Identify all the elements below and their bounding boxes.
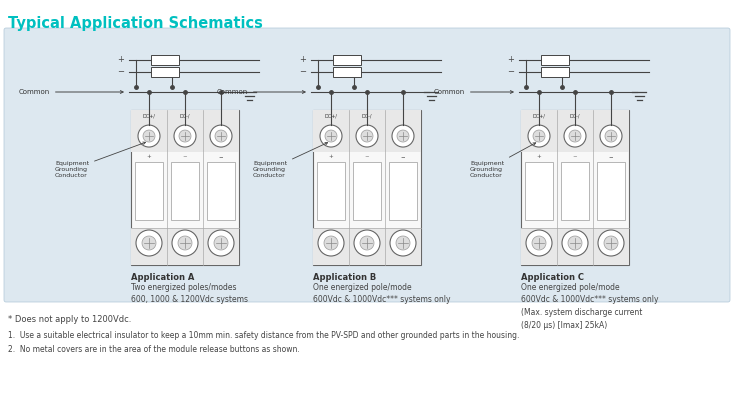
Text: Equipment
Grounding
Conductor: Equipment Grounding Conductor: [253, 143, 327, 178]
Circle shape: [397, 130, 409, 142]
Bar: [521, 110, 629, 152]
Text: Application A: Application A: [131, 273, 195, 282]
Bar: [597, 162, 625, 220]
Bar: [313, 110, 421, 152]
Text: DC+/: DC+/: [142, 114, 156, 119]
Bar: [131, 228, 239, 265]
Text: −: −: [608, 154, 614, 159]
Circle shape: [568, 236, 582, 250]
Text: * Does not apply to 1200Vdc.: * Does not apply to 1200Vdc.: [8, 315, 131, 324]
Text: +: +: [299, 55, 306, 64]
Text: 1.  Use a suitable electrical insulator to keep a 10mm min. safety distance from: 1. Use a suitable electrical insulator t…: [8, 331, 520, 340]
Circle shape: [142, 236, 156, 250]
Bar: [541, 55, 569, 65]
Circle shape: [564, 125, 586, 147]
Bar: [561, 162, 589, 220]
Text: DC-/: DC-/: [362, 114, 372, 119]
Text: Common: Common: [217, 89, 305, 95]
Bar: [389, 162, 417, 220]
FancyBboxPatch shape: [4, 28, 730, 302]
Text: −: −: [299, 68, 306, 77]
Circle shape: [215, 130, 227, 142]
Circle shape: [174, 125, 196, 147]
Circle shape: [172, 230, 198, 256]
Circle shape: [325, 130, 337, 142]
Circle shape: [396, 236, 410, 250]
Bar: [313, 228, 421, 265]
Text: DC-/: DC-/: [180, 114, 190, 119]
Text: −: −: [401, 154, 405, 159]
Circle shape: [562, 230, 588, 256]
Text: Typical Application Schematics: Typical Application Schematics: [8, 16, 263, 31]
Circle shape: [533, 130, 545, 142]
Bar: [521, 110, 629, 265]
Circle shape: [604, 236, 618, 250]
Text: Application B: Application B: [313, 273, 377, 282]
Circle shape: [356, 125, 378, 147]
Text: One energized pole/mode
600Vdc & 1000Vdc*** systems only
(Max. system discharge : One energized pole/mode 600Vdc & 1000Vdc…: [521, 283, 658, 330]
Text: DC+/: DC+/: [533, 114, 545, 119]
Text: +: +: [329, 154, 333, 159]
Text: Two energized poles/modes
600, 1000 & 1200Vdc systems: Two energized poles/modes 600, 1000 & 12…: [131, 283, 248, 305]
Circle shape: [324, 236, 338, 250]
Text: +: +: [147, 154, 151, 159]
Circle shape: [138, 125, 160, 147]
Circle shape: [208, 230, 234, 256]
Text: ~: ~: [573, 154, 578, 159]
Text: +: +: [117, 55, 124, 64]
Circle shape: [179, 130, 191, 142]
Bar: [317, 162, 345, 220]
Circle shape: [598, 230, 624, 256]
Text: +: +: [537, 154, 542, 159]
Text: −: −: [507, 68, 514, 77]
Text: Equipment
Grounding
Conductor: Equipment Grounding Conductor: [470, 143, 536, 178]
Circle shape: [143, 130, 155, 142]
Text: DC+/: DC+/: [324, 114, 338, 119]
Circle shape: [526, 230, 552, 256]
Text: Common: Common: [19, 89, 123, 95]
Text: DC-/: DC-/: [570, 114, 581, 119]
Circle shape: [361, 130, 373, 142]
Bar: [541, 67, 569, 77]
Text: ~: ~: [365, 154, 369, 159]
Bar: [207, 162, 235, 220]
Bar: [131, 110, 239, 152]
Circle shape: [390, 230, 416, 256]
Bar: [333, 67, 361, 77]
Circle shape: [214, 236, 228, 250]
Text: +: +: [507, 55, 514, 64]
Text: One energized pole/mode
600Vdc & 1000Vdc*** systems only: One energized pole/mode 600Vdc & 1000Vdc…: [313, 283, 451, 305]
Bar: [313, 110, 421, 265]
Circle shape: [320, 125, 342, 147]
Bar: [131, 110, 239, 265]
Bar: [353, 162, 381, 220]
Bar: [525, 162, 553, 220]
Bar: [171, 162, 199, 220]
Text: Common: Common: [434, 89, 513, 95]
Circle shape: [136, 230, 162, 256]
Bar: [135, 162, 163, 220]
Text: ~: ~: [183, 154, 187, 159]
Circle shape: [528, 125, 550, 147]
Bar: [151, 67, 179, 77]
Text: Equipment
Grounding
Conductor: Equipment Grounding Conductor: [55, 142, 145, 178]
Circle shape: [318, 230, 344, 256]
Text: 2.  No metal covers are in the area of the module release buttons as shown.: 2. No metal covers are in the area of th…: [8, 345, 299, 354]
Bar: [151, 55, 179, 65]
Circle shape: [605, 130, 617, 142]
Circle shape: [392, 125, 414, 147]
Circle shape: [178, 236, 192, 250]
Bar: [333, 55, 361, 65]
Circle shape: [210, 125, 232, 147]
Text: −: −: [219, 154, 223, 159]
Circle shape: [569, 130, 581, 142]
Text: Application C: Application C: [521, 273, 584, 282]
Circle shape: [600, 125, 622, 147]
Bar: [521, 228, 629, 265]
Circle shape: [532, 236, 546, 250]
Circle shape: [360, 236, 374, 250]
Circle shape: [354, 230, 380, 256]
Text: −: −: [117, 68, 124, 77]
